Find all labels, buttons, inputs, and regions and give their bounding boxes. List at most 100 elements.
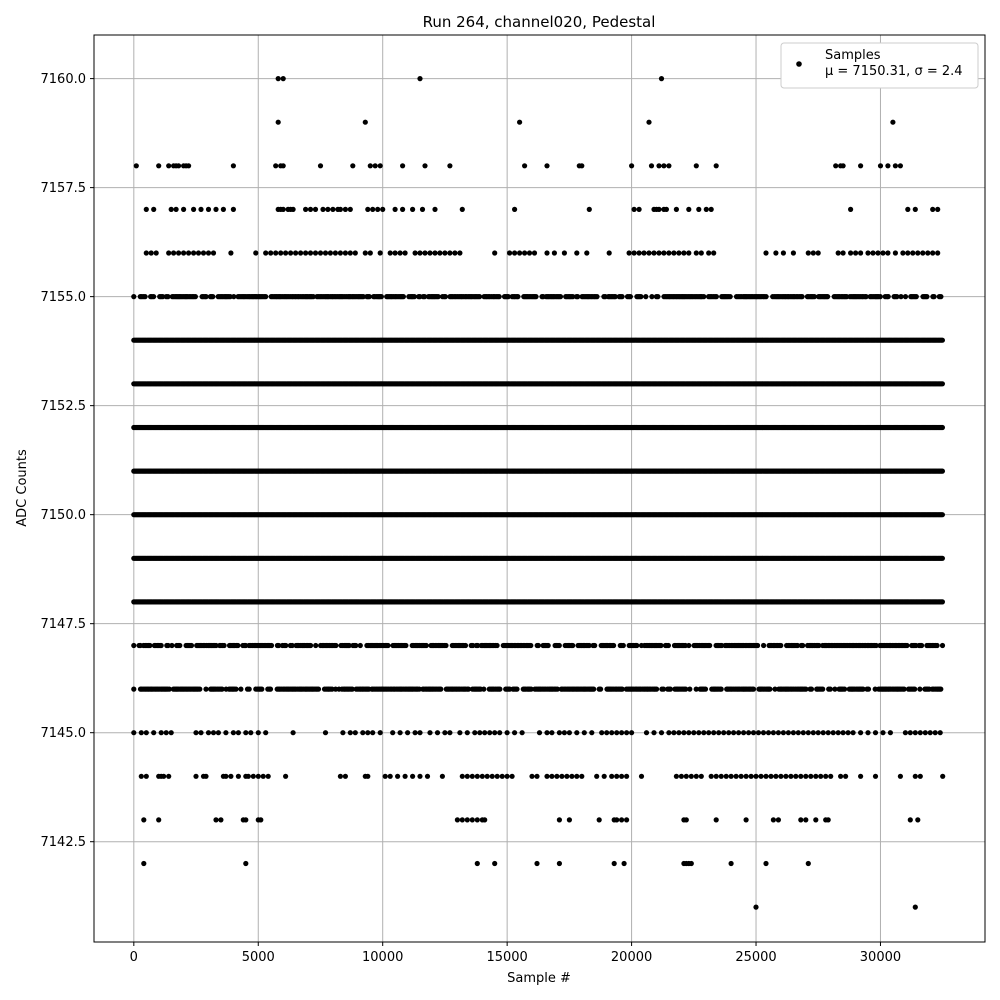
data-point — [842, 686, 848, 692]
data-point — [614, 773, 620, 779]
data-point — [243, 730, 249, 736]
data-point — [718, 686, 724, 692]
data-point — [793, 773, 799, 779]
data-point — [474, 860, 480, 867]
data-point — [746, 730, 752, 736]
data-point — [798, 817, 804, 823]
data-point — [660, 686, 667, 692]
data-point — [624, 730, 630, 736]
data-point — [556, 817, 563, 823]
data-point — [169, 642, 175, 649]
data-point — [235, 730, 241, 736]
data-point — [138, 773, 144, 779]
data-point — [193, 730, 199, 736]
data-point — [479, 773, 485, 779]
data-point — [858, 773, 864, 779]
data-point — [250, 773, 256, 779]
data-point — [492, 730, 498, 736]
data-point — [504, 730, 510, 736]
data-point — [761, 642, 767, 649]
data-point — [497, 686, 503, 692]
data-point — [561, 730, 568, 736]
data-point — [716, 730, 722, 736]
data-point — [753, 904, 759, 910]
data-point — [750, 686, 757, 692]
data-point — [671, 730, 677, 736]
data-point — [203, 773, 209, 779]
data-point — [276, 642, 282, 649]
data-point — [658, 642, 664, 649]
data-point — [489, 773, 495, 779]
data-point — [785, 730, 792, 736]
data-point — [743, 773, 749, 779]
data-point — [654, 686, 660, 692]
data-point — [634, 642, 640, 649]
data-point — [666, 730, 672, 736]
data-point — [773, 773, 779, 779]
data-point — [357, 642, 363, 649]
data-point — [465, 686, 472, 692]
data-point — [927, 730, 933, 736]
data-point — [158, 642, 164, 649]
data-point — [219, 686, 225, 692]
data-point — [770, 817, 777, 823]
data-point — [808, 773, 814, 779]
data-point — [475, 642, 481, 649]
data-point — [939, 512, 946, 518]
data-point — [939, 555, 946, 561]
data-point — [805, 860, 811, 867]
data-point — [845, 730, 851, 736]
data-point — [843, 773, 849, 779]
data-point — [743, 817, 749, 823]
data-point — [438, 686, 444, 692]
data-point — [726, 730, 732, 736]
data-point — [365, 730, 371, 736]
data-point — [681, 730, 687, 736]
data-point — [800, 642, 806, 649]
data-point — [443, 642, 449, 649]
data-point — [193, 773, 199, 779]
data-point — [835, 730, 841, 736]
data-point — [838, 773, 844, 779]
data-point — [683, 686, 689, 692]
data-point — [151, 730, 157, 736]
data-point — [693, 773, 699, 779]
data-point — [805, 730, 811, 736]
data-point — [131, 642, 137, 649]
data-point — [736, 730, 742, 736]
data-point — [939, 424, 946, 431]
data-point — [683, 773, 689, 779]
data-point — [940, 773, 946, 779]
data-point — [353, 642, 359, 649]
data-point — [385, 642, 391, 649]
data-point — [210, 730, 217, 736]
data-point — [825, 730, 831, 736]
data-point — [509, 773, 515, 779]
data-point — [290, 730, 296, 736]
data-point — [939, 642, 946, 649]
data-point — [566, 817, 573, 823]
data-point — [390, 730, 396, 736]
data-point — [619, 773, 625, 779]
data-point — [775, 817, 782, 823]
data-point — [230, 730, 236, 736]
data-point — [545, 642, 551, 649]
data-point — [738, 773, 744, 779]
data-point — [223, 773, 229, 779]
data-point — [213, 642, 219, 649]
data-point — [599, 730, 605, 736]
data-point — [536, 730, 543, 736]
data-point — [574, 730, 580, 736]
data-point — [166, 773, 172, 779]
data-point — [937, 730, 943, 736]
data-point — [619, 730, 625, 736]
data-point — [604, 730, 610, 736]
data-point — [131, 730, 137, 736]
data-point — [474, 817, 480, 823]
data-point — [260, 773, 266, 779]
data-point — [691, 730, 697, 736]
data-point — [753, 773, 759, 779]
data-point — [205, 730, 212, 736]
data-point — [289, 642, 295, 649]
